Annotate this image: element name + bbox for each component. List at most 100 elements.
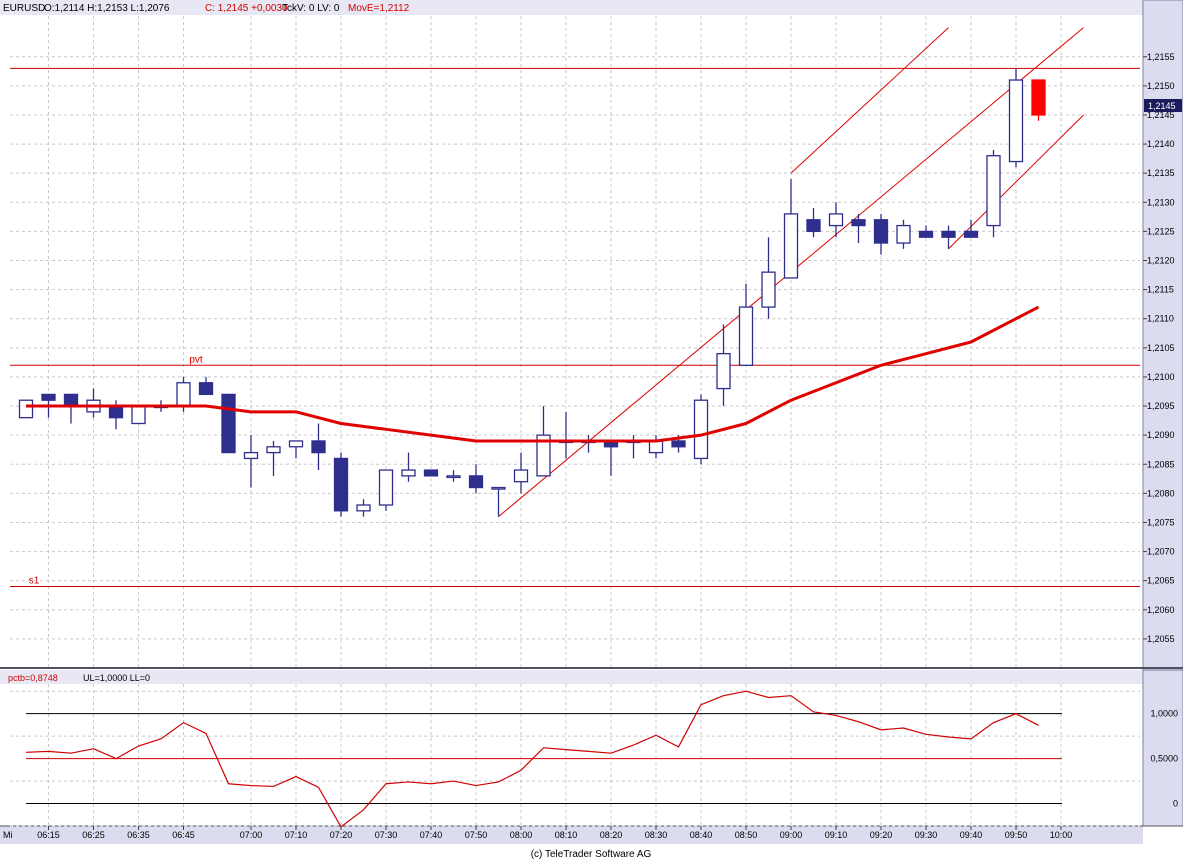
candle-body — [288, 440, 304, 448]
candle — [851, 213, 866, 244]
time-tick-label: 06:25 — [82, 830, 105, 840]
candle — [716, 324, 731, 407]
candle-body — [671, 440, 686, 448]
time-tick-label: 07:30 — [375, 830, 398, 840]
candle — [1031, 79, 1046, 121]
time-axis — [0, 826, 1143, 844]
candle — [1008, 68, 1024, 168]
price-tick-label: 1,2135 — [1147, 168, 1175, 178]
candle-body — [693, 399, 709, 460]
candle-body — [41, 393, 56, 401]
time-tick-label: 08:10 — [555, 830, 578, 840]
time-tick-label: 08:30 — [645, 830, 668, 840]
candle — [356, 499, 371, 517]
candle-body — [491, 486, 506, 490]
time-tick-label: 08:00 — [510, 830, 533, 840]
price-tick-label: 1,2105 — [1147, 343, 1175, 353]
candle — [18, 399, 34, 419]
candle-body — [243, 451, 259, 460]
pctb-line — [25, 690, 1039, 828]
indicator-header-name: pctb=0,8748 — [8, 673, 58, 683]
time-labels: 06:15 06:25 06:35 06:45 07:00 07:10 07:20 07:30… — [37, 826, 1072, 840]
price-tick-label: 1,2080 — [1147, 488, 1175, 498]
time-tick-label: 09:10 — [825, 830, 848, 840]
candle-body — [1031, 79, 1046, 116]
indicator-tick-label: 0 — [1173, 799, 1178, 809]
candle-body — [761, 271, 776, 308]
price-tick-label: 1,2085 — [1147, 459, 1175, 469]
candle-body — [423, 469, 439, 477]
candle — [896, 219, 911, 249]
candle-body — [806, 219, 821, 233]
channel-line — [790, 27, 949, 174]
candle — [513, 452, 529, 494]
price-tick-label: 1,2150 — [1147, 81, 1175, 91]
candle — [491, 486, 506, 517]
time-tick-label: 07:00 — [240, 830, 263, 840]
moving-average-line — [26, 305, 1040, 443]
candle-body — [378, 469, 394, 506]
candle — [378, 469, 394, 511]
candle-body — [266, 446, 281, 454]
price-tick-label: 1,2110 — [1147, 314, 1174, 324]
time-tick-label: 10:00 — [1050, 830, 1073, 840]
candle — [941, 225, 956, 249]
candle — [266, 440, 281, 476]
time-tick-label: 07:10 — [285, 830, 308, 840]
level-label: s1 — [29, 576, 40, 587]
price-tick-label: 1,2145 — [1147, 110, 1175, 120]
indicator-tick-label: 0,5000 — [1150, 754, 1178, 764]
price-tick-label: 1,2140 — [1147, 139, 1175, 149]
candle-body — [783, 213, 799, 279]
candle — [423, 469, 439, 477]
moving-average — [26, 305, 1040, 443]
candle-body — [918, 230, 934, 238]
price-tick-label: 1,2060 — [1147, 605, 1175, 615]
candle-body — [896, 224, 911, 244]
candle-body — [851, 219, 866, 227]
price-tick-label: 1,2100 — [1147, 372, 1175, 382]
indicator-value-labels: 1,0000 0,5000 0 — [1150, 709, 1178, 809]
candle — [986, 149, 1001, 238]
price-tick-label: 1,2125 — [1147, 226, 1175, 236]
current-price-box — [1144, 99, 1182, 112]
indicator-header-bar — [0, 670, 1143, 684]
main-header-close: C: 1,2145 +0,0030 — [205, 3, 288, 14]
candle — [198, 376, 214, 396]
candle-body — [446, 475, 461, 479]
main-grid — [10, 16, 1140, 668]
indicator-grid — [10, 684, 1140, 827]
candle-body — [221, 393, 236, 454]
level-label: pvt — [189, 354, 203, 365]
price-tick-label: 1,2155 — [1147, 52, 1175, 62]
candle-body — [356, 504, 371, 512]
time-tick-label: 08:40 — [690, 830, 713, 840]
time-tick-label: 08:20 — [600, 830, 623, 840]
candle-body — [536, 434, 551, 477]
candle-body — [311, 440, 326, 454]
candle — [693, 394, 709, 465]
candle-body — [108, 405, 124, 419]
main-header-ohlc: O:1,2114 H:1,2153 L:1,2076 — [44, 3, 170, 14]
candle-body — [738, 306, 754, 366]
candle — [963, 219, 979, 238]
candle-body — [828, 213, 844, 227]
candle-body — [18, 399, 34, 419]
candle — [918, 225, 934, 238]
level-lines: pvt s1 — [10, 67, 1140, 587]
candle-body — [513, 469, 529, 483]
price-tick-label: 1,2055 — [1147, 634, 1175, 644]
time-tick-label: 07:40 — [420, 830, 443, 840]
pctb-indicator — [25, 690, 1062, 828]
time-tick-label: 07:20 — [330, 830, 353, 840]
day-label: Mi — [3, 830, 13, 840]
candle — [333, 452, 349, 517]
candle-body — [63, 393, 79, 407]
candle — [131, 405, 146, 425]
candle-body — [131, 405, 146, 425]
indicator-value-axis — [1142, 669, 1183, 827]
candle — [446, 470, 461, 482]
time-tick-label: 09:50 — [1005, 830, 1028, 840]
candle — [828, 202, 844, 238]
